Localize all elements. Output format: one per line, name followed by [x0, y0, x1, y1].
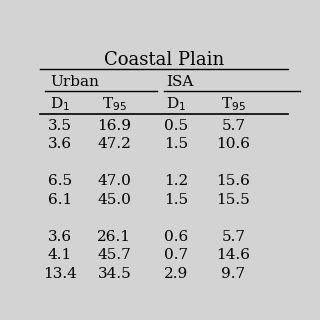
Text: 14.6: 14.6: [216, 248, 251, 262]
Text: 34.5: 34.5: [98, 267, 131, 281]
Text: 15.6: 15.6: [217, 174, 250, 188]
Text: 6.1: 6.1: [48, 193, 72, 207]
Text: Coastal Plain: Coastal Plain: [104, 51, 224, 69]
Text: 45.7: 45.7: [98, 248, 131, 262]
Text: 0.5: 0.5: [164, 119, 188, 133]
Text: T$_{95}$: T$_{95}$: [221, 95, 246, 113]
Text: 13.4: 13.4: [43, 267, 77, 281]
Text: 15.5: 15.5: [217, 193, 250, 207]
Text: 0.6: 0.6: [164, 230, 188, 244]
Text: T$_{95}$: T$_{95}$: [102, 95, 127, 113]
Text: 3.5: 3.5: [48, 119, 72, 133]
Text: 16.9: 16.9: [97, 119, 132, 133]
Text: 5.7: 5.7: [221, 119, 245, 133]
Text: 9.7: 9.7: [221, 267, 245, 281]
Text: D$_1$: D$_1$: [50, 95, 70, 113]
Text: 10.6: 10.6: [216, 137, 251, 151]
Text: D$_1$: D$_1$: [166, 95, 187, 113]
Text: 47.2: 47.2: [98, 137, 131, 151]
Text: 4.1: 4.1: [48, 248, 72, 262]
Text: 1.2: 1.2: [164, 174, 188, 188]
Text: 0.7: 0.7: [164, 248, 188, 262]
Text: 1.5: 1.5: [164, 193, 188, 207]
Text: 47.0: 47.0: [98, 174, 131, 188]
Text: 1.5: 1.5: [164, 137, 188, 151]
Text: 26.1: 26.1: [97, 230, 132, 244]
Text: ISA: ISA: [166, 75, 194, 89]
Text: 5.7: 5.7: [221, 230, 245, 244]
Text: 45.0: 45.0: [98, 193, 131, 207]
Text: 2.9: 2.9: [164, 267, 188, 281]
Text: 3.6: 3.6: [48, 230, 72, 244]
Text: 6.5: 6.5: [48, 174, 72, 188]
Text: 3.6: 3.6: [48, 137, 72, 151]
Text: Urban: Urban: [50, 75, 99, 89]
